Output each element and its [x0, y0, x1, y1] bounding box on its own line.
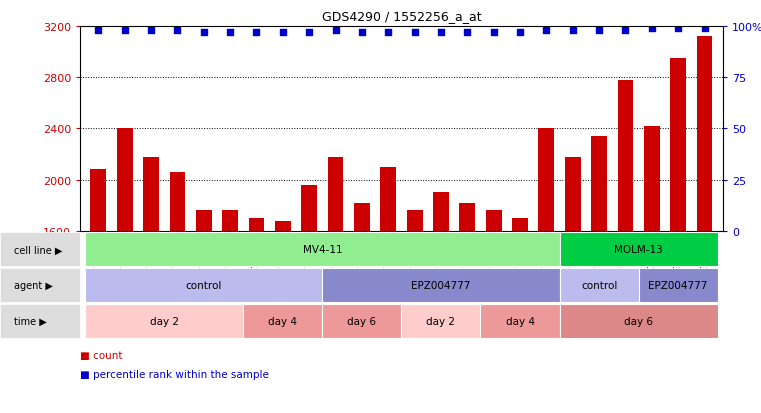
Point	[699, 26, 711, 32]
Bar	[406, 211, 422, 231]
Point	[435, 30, 447, 36]
Point	[540, 28, 552, 34]
Point	[488, 30, 500, 36]
Point	[277, 30, 289, 36]
Point	[672, 26, 684, 32]
Point	[593, 28, 605, 34]
Point	[619, 28, 632, 34]
Point	[224, 30, 236, 36]
Text: ■ percentile rank within the sample: ■ percentile rank within the sample	[80, 369, 269, 379]
Text: day 4: day 4	[505, 316, 534, 326]
Point	[514, 30, 526, 36]
Bar	[591, 137, 607, 231]
Bar	[249, 218, 264, 231]
Text: control: control	[581, 280, 617, 290]
Text: agent ▶: agent ▶	[14, 280, 53, 290]
Bar	[354, 203, 370, 231]
Bar	[617, 81, 633, 231]
Bar	[460, 203, 475, 231]
Bar	[170, 173, 186, 231]
Text: day 2: day 2	[426, 316, 456, 326]
Text: day 2: day 2	[150, 316, 179, 326]
Bar	[380, 167, 396, 231]
Bar	[539, 129, 554, 231]
Text: EPZ004777: EPZ004777	[411, 280, 470, 290]
Point	[145, 28, 158, 34]
Text: ■ count: ■ count	[80, 350, 123, 360]
Point	[250, 30, 263, 36]
Bar	[644, 126, 660, 231]
Point	[645, 26, 658, 32]
Text: day 4: day 4	[269, 316, 298, 326]
Bar	[275, 221, 291, 231]
Bar	[116, 129, 132, 231]
Point	[567, 28, 579, 34]
Bar	[301, 185, 317, 231]
Bar	[222, 211, 238, 231]
Text: MOLM-13: MOLM-13	[614, 245, 663, 255]
Text: EPZ004777: EPZ004777	[648, 280, 708, 290]
Text: MV4-11: MV4-11	[303, 245, 342, 255]
Point	[119, 28, 131, 34]
Bar	[696, 37, 712, 231]
Bar	[565, 157, 581, 231]
Bar	[91, 170, 107, 231]
Bar	[328, 157, 343, 231]
Bar	[433, 193, 449, 231]
Text: cell line ▶: cell line ▶	[14, 245, 62, 255]
Bar	[143, 157, 159, 231]
Text: time ▶: time ▶	[14, 316, 47, 326]
Point	[198, 30, 210, 36]
Text: GDS4290 / 1552256_a_at: GDS4290 / 1552256_a_at	[322, 10, 481, 23]
Point	[382, 30, 394, 36]
Text: control: control	[186, 280, 222, 290]
Point	[461, 30, 473, 36]
Text: day 6: day 6	[624, 316, 653, 326]
Point	[92, 28, 104, 34]
Point	[171, 28, 183, 34]
Point	[356, 30, 368, 36]
Bar	[670, 59, 686, 231]
Text: day 6: day 6	[347, 316, 377, 326]
Bar	[486, 211, 501, 231]
Bar	[512, 218, 528, 231]
Bar	[196, 211, 212, 231]
Point	[409, 30, 421, 36]
Point	[303, 30, 315, 36]
Point	[330, 28, 342, 34]
